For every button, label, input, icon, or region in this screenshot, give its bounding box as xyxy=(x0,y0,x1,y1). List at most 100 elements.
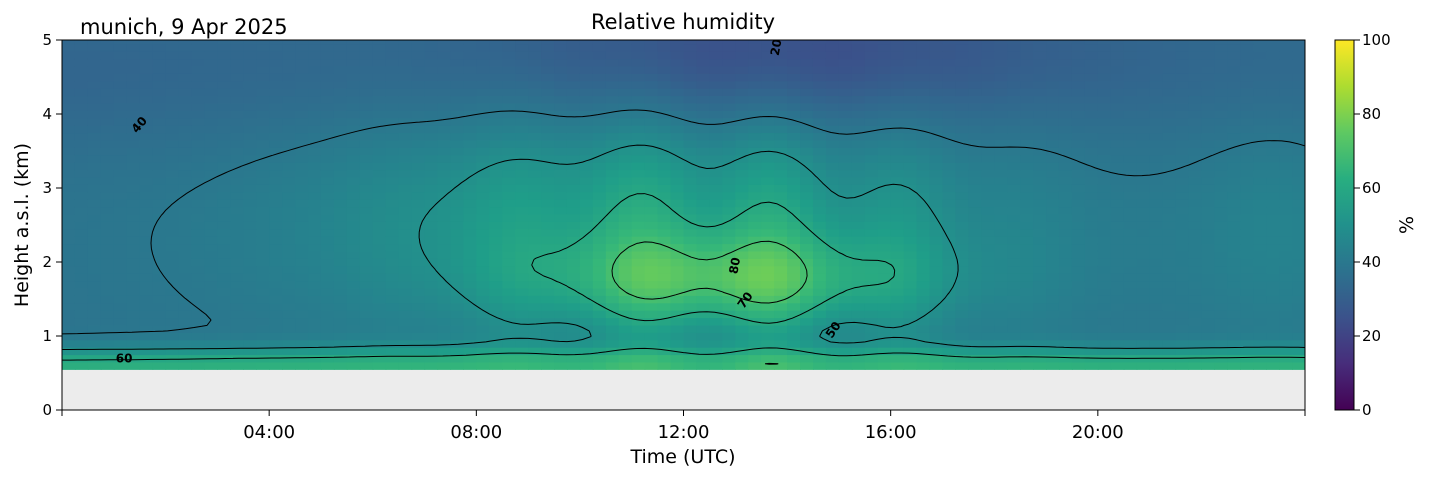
heatmap-cell xyxy=(489,250,503,259)
heatmap-cell xyxy=(230,73,244,82)
heatmap-cell xyxy=(735,132,749,141)
heatmap-cell xyxy=(657,302,672,311)
heatmap-cell xyxy=(683,213,698,222)
heatmap-cell xyxy=(631,347,646,356)
heatmap-cell xyxy=(515,280,529,289)
heatmap-cell xyxy=(295,73,309,82)
heatmap-cell xyxy=(139,280,154,289)
heatmap-cell xyxy=(825,65,840,74)
heatmap-cell xyxy=(812,273,827,282)
heatmap-cell xyxy=(916,310,931,319)
heatmap-cell xyxy=(333,243,348,252)
heatmap-cell xyxy=(838,65,853,74)
heatmap-cell xyxy=(1046,332,1060,341)
heatmap-cell xyxy=(1188,324,1203,333)
heatmap-cell xyxy=(126,324,141,333)
heatmap-cell xyxy=(787,295,801,304)
heatmap-cell xyxy=(230,310,244,319)
heatmap-cell xyxy=(100,154,115,163)
heatmap-cell xyxy=(761,280,775,289)
heatmap-cell xyxy=(502,80,516,89)
heatmap-cell xyxy=(359,169,374,178)
heatmap-cell xyxy=(139,125,154,134)
heatmap-cell xyxy=(1188,162,1203,171)
heatmap-cell xyxy=(1071,361,1086,370)
heatmap-cell xyxy=(566,354,581,363)
heatmap-cell xyxy=(204,162,218,171)
heatmap-cell xyxy=(748,73,762,82)
heatmap-cell xyxy=(1227,310,1241,319)
heatmap-cell xyxy=(994,206,1008,215)
heatmap-cell xyxy=(1033,354,1047,363)
heatmap-cell xyxy=(450,250,464,259)
heatmap-cell xyxy=(812,302,827,311)
heatmap-cell xyxy=(800,73,814,82)
heatmap-cell xyxy=(1253,287,1267,296)
heatmap-cell xyxy=(929,199,944,208)
heatmap-cell xyxy=(333,110,348,119)
heatmap-cell xyxy=(929,58,944,67)
heatmap-cell xyxy=(489,332,503,341)
heatmap-cell xyxy=(1175,258,1190,267)
heatmap-cell xyxy=(566,213,581,222)
heatmap-cell xyxy=(877,40,892,45)
heatmap-cell xyxy=(62,110,76,119)
heatmap-cell xyxy=(890,221,905,230)
heatmap-cell xyxy=(1201,273,1215,282)
heatmap-cell xyxy=(644,117,659,126)
heatmap-cell xyxy=(605,110,620,119)
heatmap-cell xyxy=(1123,302,1138,311)
heatmap-cell xyxy=(968,162,982,171)
heatmap-cell xyxy=(230,169,244,178)
heatmap-cell xyxy=(1071,347,1086,356)
heatmap-cell xyxy=(62,88,76,97)
heatmap-cell xyxy=(489,169,503,178)
contour-line-70 xyxy=(611,240,808,365)
heatmap-cell xyxy=(359,162,374,171)
heatmap-cell xyxy=(1136,265,1151,274)
heatmap-cell xyxy=(838,184,853,193)
heatmap-cell xyxy=(87,43,102,52)
heatmap-cell xyxy=(1033,199,1047,208)
heatmap-cell xyxy=(502,332,516,341)
heatmap-cell xyxy=(74,339,89,348)
heatmap-cell xyxy=(670,43,685,52)
heatmap-cell xyxy=(644,154,659,163)
heatmap-cell xyxy=(1071,43,1086,52)
heatmap-cell xyxy=(838,250,853,259)
heatmap-cell xyxy=(1097,243,1112,252)
heatmap-cell xyxy=(1279,117,1293,126)
heatmap-cell xyxy=(1292,147,1305,156)
heatmap-cell xyxy=(256,147,270,156)
heatmap-cell xyxy=(333,228,348,237)
heatmap-cell xyxy=(1240,280,1254,289)
heatmap-cell xyxy=(62,95,76,104)
heatmap-cell xyxy=(333,65,348,74)
heatmap-cell xyxy=(864,154,879,163)
heatmap-cell xyxy=(1058,347,1073,356)
heatmap-cell xyxy=(359,73,374,82)
heatmap-cell xyxy=(424,132,439,141)
heatmap-cell xyxy=(838,295,853,304)
heatmap-cell xyxy=(761,354,775,363)
heatmap-cell xyxy=(398,169,413,178)
heatmap-cell xyxy=(139,139,154,148)
heatmap-cell xyxy=(657,102,672,111)
heatmap-cell xyxy=(178,302,193,311)
heatmap-cell xyxy=(877,324,892,333)
colorbar-tick-label: 60 xyxy=(1362,179,1381,197)
heatmap-cell xyxy=(1214,80,1228,89)
heatmap-cell xyxy=(1292,132,1305,141)
heatmap-cell xyxy=(1175,287,1190,296)
heatmap-cell xyxy=(825,258,840,267)
heatmap-cell xyxy=(411,295,426,304)
heatmap-cell xyxy=(1110,324,1125,333)
heatmap-cell xyxy=(1188,80,1203,89)
heatmap-cell xyxy=(1046,58,1060,67)
heatmap-cell xyxy=(62,65,76,74)
heatmap-cell xyxy=(1201,324,1215,333)
heatmap-cell xyxy=(1149,154,1164,163)
heatmap-cell xyxy=(1097,184,1112,193)
heatmap-cell xyxy=(1253,332,1267,341)
heatmap-cell xyxy=(1058,154,1073,163)
